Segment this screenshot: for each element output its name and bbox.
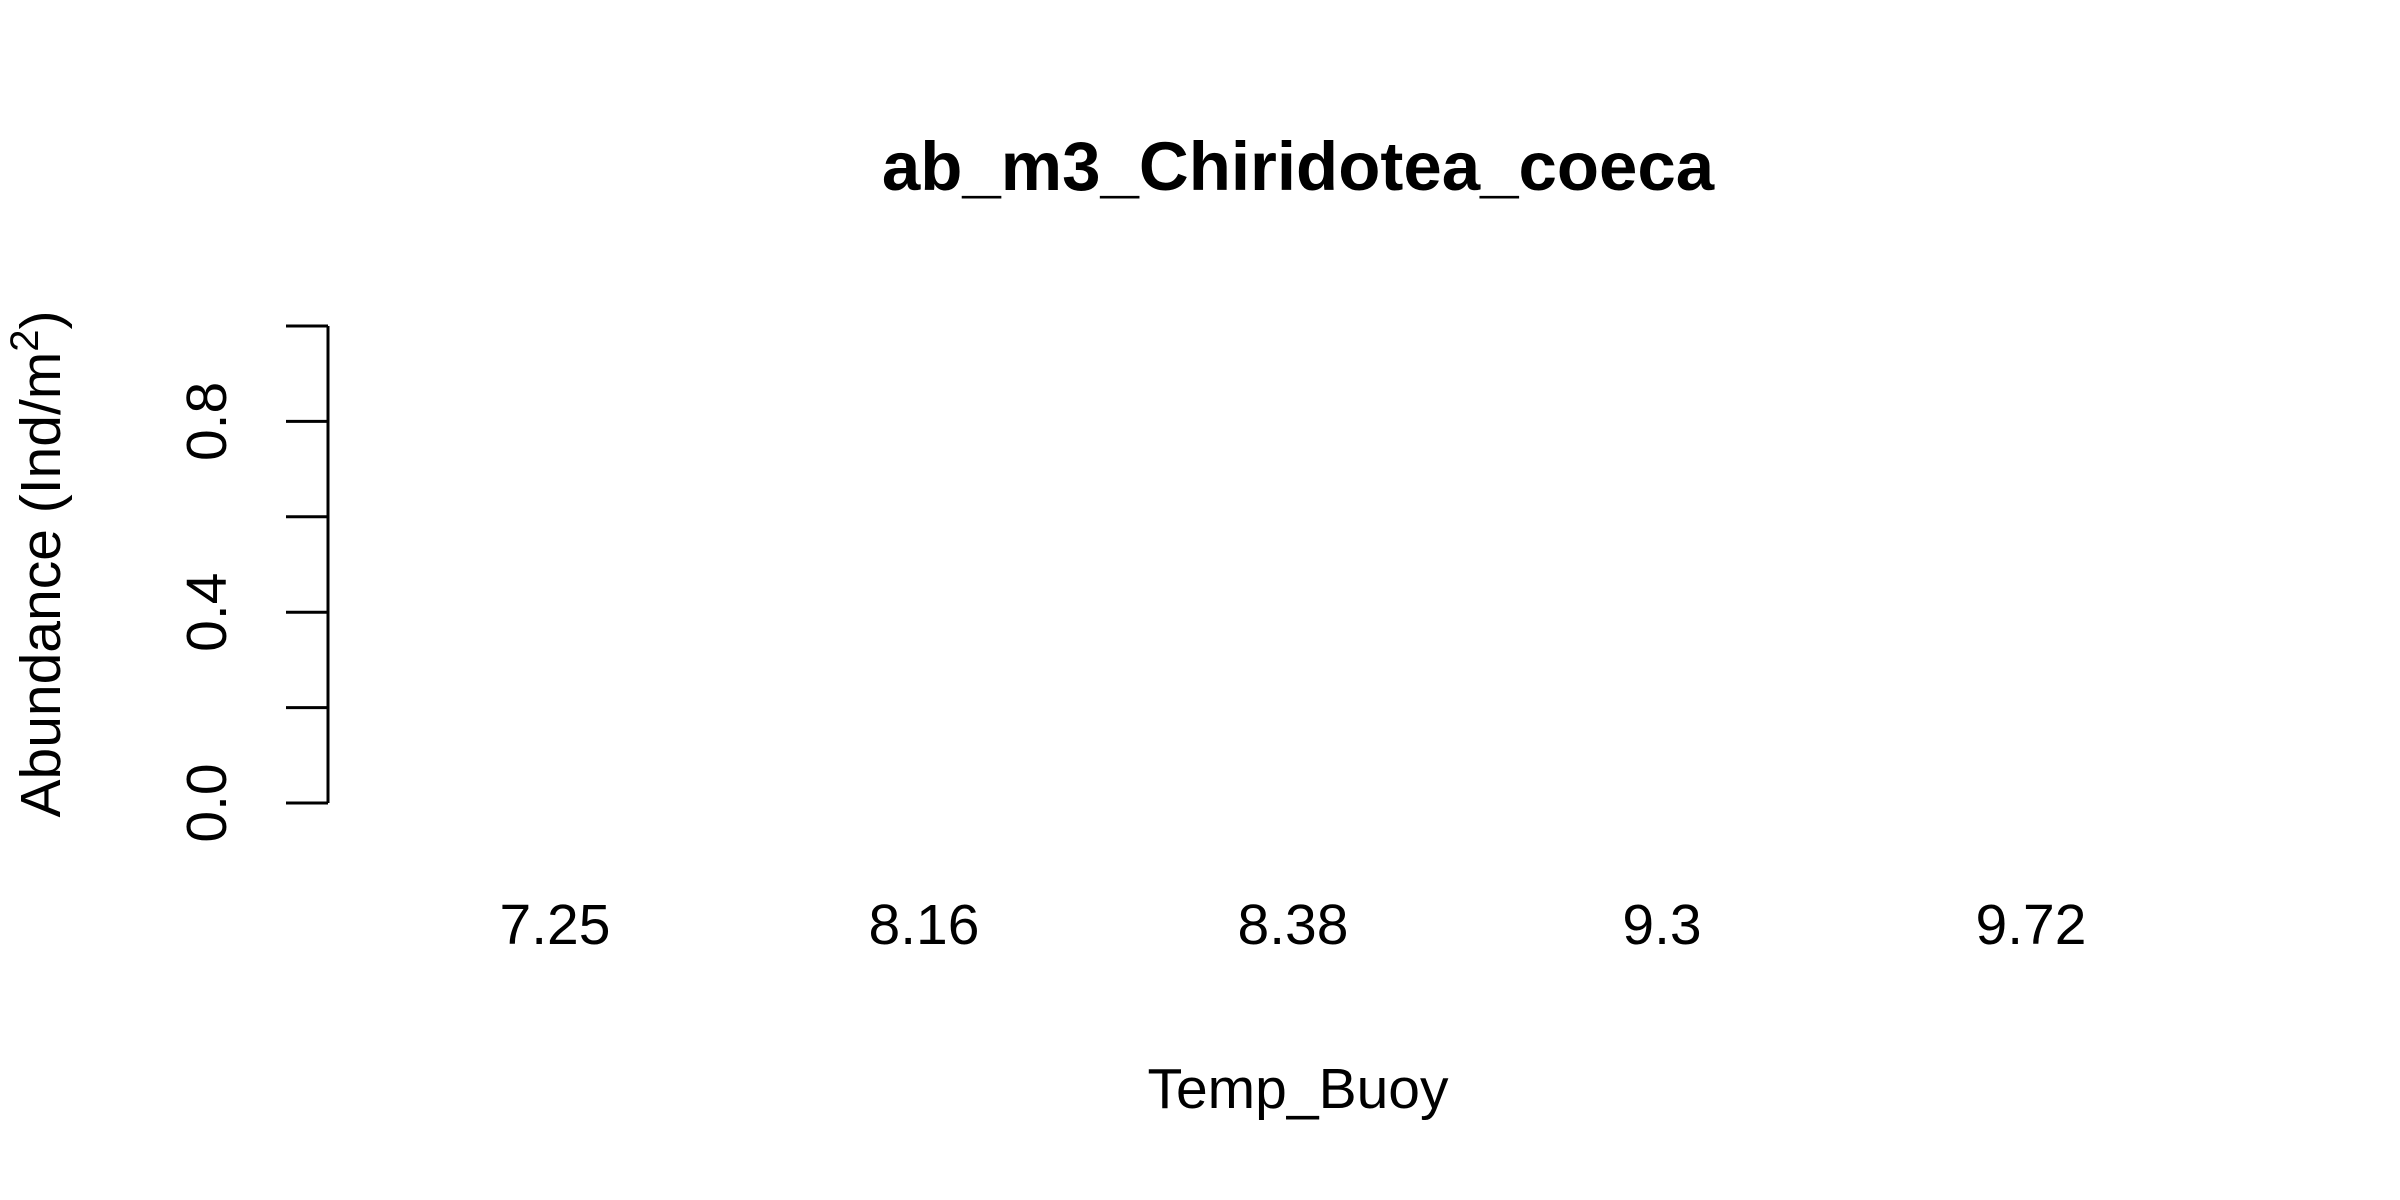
- y-tick-label: 0.8: [175, 382, 239, 461]
- y-tick-label: 0.0: [175, 763, 239, 842]
- y-axis-label-suffix: ): [9, 310, 73, 329]
- chart-title: ab_m3_Chiridotea_coeca: [882, 128, 1715, 205]
- x-tick-label: 9.72: [1976, 893, 2087, 957]
- x-tick-label: 9.3: [1622, 893, 1701, 957]
- y-axis: [286, 324, 330, 805]
- y-tick-labels: 0.0 0.4 0.8: [175, 382, 239, 843]
- y-axis-label-prefix: Abundance (Ind/m: [9, 352, 73, 818]
- x-axis-label: Temp_Buoy: [1147, 1057, 1449, 1121]
- x-tick-label: 7.25: [500, 893, 611, 957]
- x-tick-label: 8.16: [869, 893, 980, 957]
- x-tick-labels: 7.25 8.16 8.38 9.3 9.72: [500, 893, 2087, 957]
- y-axis-label: Abundance (Ind/m2): [3, 310, 73, 817]
- y-axis-label-superscript: 2: [3, 329, 47, 351]
- y-tick-label: 0.4: [175, 573, 239, 652]
- x-tick-label: 8.38: [1238, 893, 1349, 957]
